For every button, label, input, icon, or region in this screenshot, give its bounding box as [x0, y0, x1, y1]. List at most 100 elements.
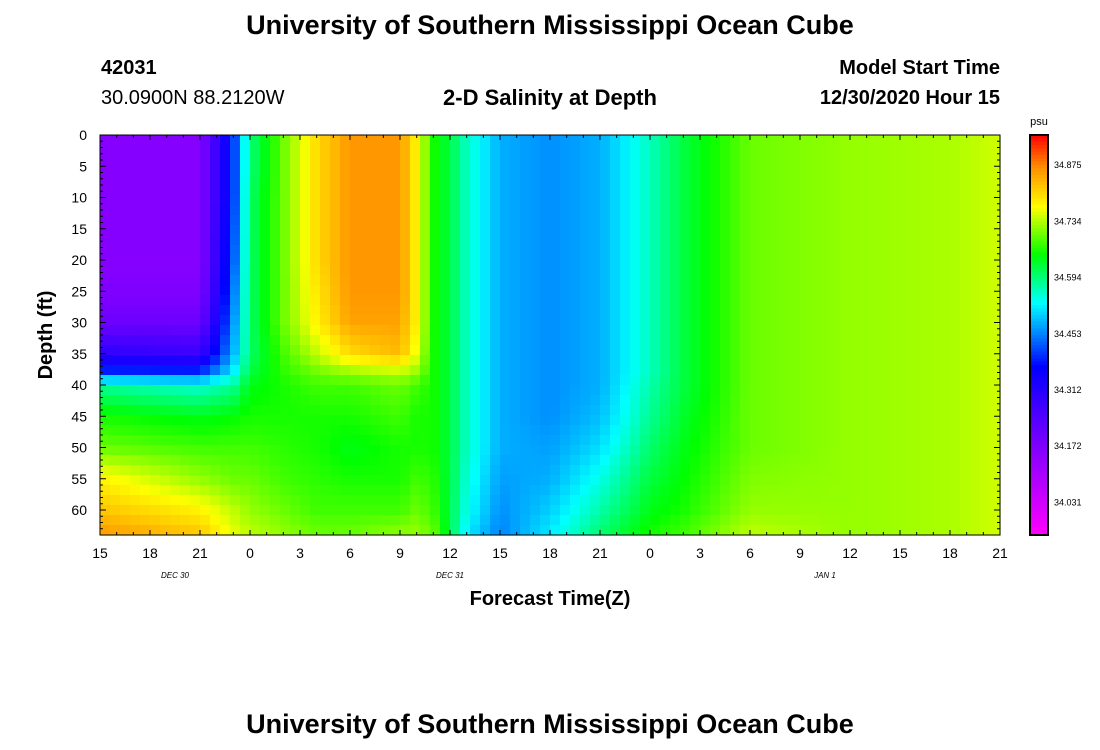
heatmap-cell — [260, 265, 271, 276]
heatmap-cell — [260, 425, 271, 436]
heatmap-cell — [370, 515, 381, 526]
heatmap-cell — [330, 445, 341, 456]
heatmap-cell — [240, 235, 251, 246]
heatmap-cell — [560, 225, 571, 236]
heatmap-cell — [920, 375, 931, 386]
heatmap-cell — [370, 285, 381, 296]
heatmap-cell — [100, 385, 111, 396]
heatmap-cell — [130, 465, 141, 476]
heatmap-cell — [670, 155, 681, 166]
heatmap-cell — [870, 185, 881, 196]
colorbar-segment — [1030, 525, 1048, 529]
heatmap-cell — [150, 455, 161, 466]
heatmap-cell — [140, 465, 151, 476]
heatmap-cell — [450, 135, 461, 146]
heatmap-cell — [840, 365, 851, 376]
heatmap-cell — [980, 315, 991, 326]
heatmap-cell — [500, 215, 511, 226]
heatmap-cell — [200, 335, 211, 346]
heatmap-cell — [350, 485, 361, 496]
heatmap-cell — [780, 325, 791, 336]
heatmap-cell — [860, 265, 871, 276]
heatmap-cell — [210, 205, 221, 216]
heatmap-cell — [110, 345, 121, 356]
heatmap-cell — [260, 315, 271, 326]
heatmap-cell — [700, 205, 711, 216]
heatmap-cell — [450, 505, 461, 516]
colorbar-segment — [1030, 478, 1048, 483]
heatmap-cell — [620, 485, 631, 496]
heatmap-cell — [880, 525, 891, 536]
heatmap-cell — [800, 485, 811, 496]
heatmap-cell — [700, 315, 711, 326]
heatmap-cell — [490, 265, 501, 276]
heatmap-cell — [590, 155, 601, 166]
heatmap-cell — [250, 525, 261, 536]
colorbar-segment — [1030, 401, 1048, 406]
heatmap-cell — [500, 185, 511, 196]
heatmap-cell — [670, 365, 681, 376]
heatmap-cell — [220, 415, 231, 426]
heatmap-cell — [380, 525, 391, 536]
heatmap-cell — [960, 395, 971, 406]
heatmap-cell — [490, 385, 501, 396]
heatmap-cell — [730, 415, 741, 426]
heatmap-cell — [340, 505, 351, 516]
heatmap-cell — [580, 255, 591, 266]
heatmap-cell — [120, 225, 131, 236]
heatmap-cell — [690, 255, 701, 266]
heatmap-cell — [240, 275, 251, 286]
heatmap-cell — [180, 305, 191, 316]
heatmap-cell — [860, 195, 871, 206]
heatmap-cell — [960, 385, 971, 396]
heatmap-cell — [150, 265, 161, 276]
y-tick-label: 55 — [71, 471, 87, 487]
heatmap-cell — [790, 525, 801, 536]
heatmap-cell — [690, 515, 701, 526]
heatmap-cell — [240, 495, 251, 506]
heatmap-cell — [320, 355, 331, 366]
heatmap-cell — [100, 425, 111, 436]
heatmap-cell — [560, 175, 571, 186]
heatmap-cell — [570, 235, 581, 246]
heatmap-cell — [200, 475, 211, 486]
heatmap-cell — [670, 435, 681, 446]
heatmap-cell — [640, 325, 651, 336]
heatmap-cell — [810, 225, 821, 236]
heatmap-cell — [840, 155, 851, 166]
heatmap-cell — [940, 365, 951, 376]
heatmap-cell — [530, 185, 541, 196]
heatmap-cell — [970, 385, 981, 396]
heatmap-cell — [430, 155, 441, 166]
heatmap-cell — [650, 305, 661, 316]
colorbar-segment — [1030, 351, 1048, 356]
colorbar-segment — [1030, 325, 1048, 329]
y-tick-label: 10 — [71, 190, 87, 206]
heatmap-cell — [840, 285, 851, 296]
heatmap-cell — [800, 475, 811, 486]
heatmap-cell — [670, 455, 681, 466]
heatmap-cell — [710, 515, 721, 526]
heatmap-cell — [680, 505, 691, 516]
heatmap-cell — [730, 525, 741, 536]
heatmap-cell — [350, 165, 361, 176]
heatmap-cell — [870, 155, 881, 166]
heatmap-cell — [870, 225, 881, 236]
heatmap-cell — [300, 525, 311, 536]
heatmap-cell — [700, 385, 711, 396]
heatmap-cell — [780, 455, 791, 466]
heatmap-cell — [530, 145, 541, 156]
heatmap-cell — [420, 345, 431, 356]
heatmap-cell — [300, 195, 311, 206]
heatmap-cell — [810, 395, 821, 406]
heatmap-cell — [610, 145, 621, 156]
heatmap-cell — [520, 275, 531, 286]
heatmap-cell — [560, 205, 571, 216]
heatmap-cell — [240, 165, 251, 176]
heatmap-cell — [320, 285, 331, 296]
heatmap-cell — [910, 145, 921, 156]
heatmap-cell — [300, 465, 311, 476]
heatmap-cell — [310, 245, 321, 256]
heatmap-cell — [610, 405, 621, 416]
heatmap-cell — [420, 285, 431, 296]
